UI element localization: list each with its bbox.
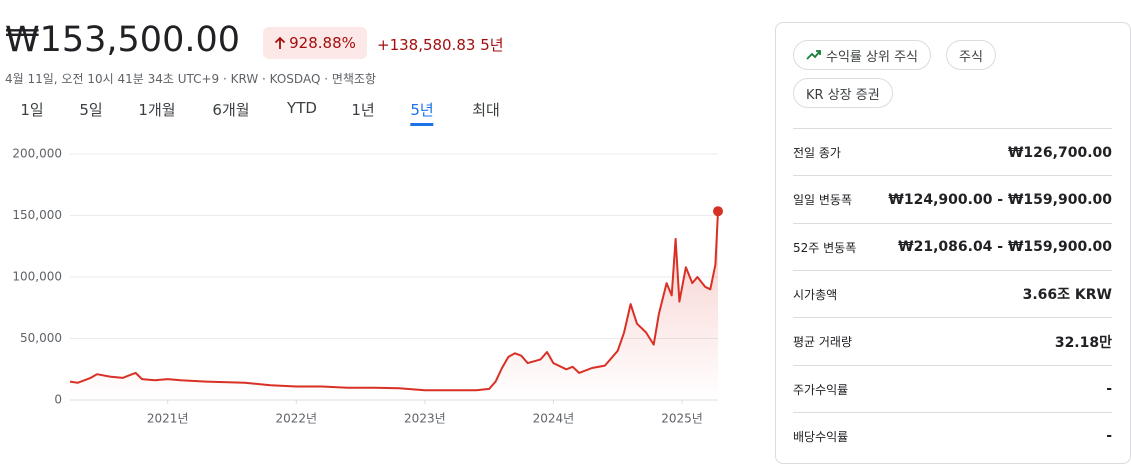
price: ₩153,500.00 — [5, 20, 241, 60]
chip-label: 수익률 상위 주식 — [826, 49, 918, 65]
meta: 4월 11일, 오전 10시 41분 34초 UTC+9 · KRW · KOS… — [5, 72, 376, 86]
change-badge: 928.88% — [263, 27, 367, 59]
y-tick-label: 150,000 — [12, 208, 62, 222]
chip-label: KR 상장 증권 — [806, 87, 880, 103]
change-percent: 928.88% — [289, 34, 356, 52]
page: ₩153,500.00 928.88% +138,580.83 5년 4월 11… — [5, 20, 1131, 464]
period: 5년 — [480, 36, 504, 54]
x-tick-label: 2024년 — [533, 412, 575, 426]
stat-row: 배당수익률 - — [793, 411, 1112, 460]
chip[interactable]: 주식 — [946, 40, 996, 70]
time-range-tab[interactable]: 1년 — [351, 101, 375, 119]
stat-value: - — [1106, 381, 1112, 397]
chip[interactable]: KR 상장 증권 — [793, 78, 893, 108]
last-point — [713, 206, 723, 217]
x-tick-label: 2025년 — [661, 412, 703, 426]
stat-label: 시가총액 — [793, 287, 838, 302]
chart: 0 50,000 100,000 150,000 200,000 2021년 2022년 20… — [12, 147, 723, 426]
stat-row: 주가수익률 - — [793, 364, 1112, 413]
stat-value: ₩21,086.04 - ₩159,900.00 — [898, 239, 1112, 256]
y-tick-label: 50,000 — [20, 331, 62, 345]
time-range-tab[interactable]: 최대 — [472, 101, 500, 119]
stat-value: 32.18만 — [1054, 334, 1112, 351]
stat-value: ₩126,700.00 — [1007, 144, 1112, 161]
time-range-tab[interactable]: YTD — [287, 99, 317, 117]
y-tick-label: 0 — [54, 393, 62, 407]
up-arrow — [274, 36, 286, 49]
chip[interactable]: 수익률 상위 주식 — [793, 40, 931, 70]
stat-label: 평균 거래량 — [793, 335, 853, 350]
area — [70, 211, 718, 400]
chip-label: 주식 — [959, 49, 983, 65]
stat-row: 일일 변동폭 ₩124,900.00 - ₩159,900.00 — [793, 175, 1112, 223]
time-range-tab[interactable]: 6개월 — [212, 101, 250, 119]
change: +138,580.83 5년 — [377, 34, 504, 55]
stat-label: 전일 종가 — [793, 146, 841, 160]
time-range-tab[interactable]: 5일 — [79, 101, 103, 119]
time-range-tab[interactable]: 1일 — [20, 101, 44, 119]
time-range-tab[interactable]: 5년 — [410, 99, 434, 126]
stat-label: 배당수익률 — [793, 429, 849, 444]
stat-label: 일일 변동폭 — [793, 193, 853, 208]
y-tick-label: 200,000 — [12, 147, 62, 161]
x-tick-label: 2021년 — [147, 412, 189, 426]
line — [69, 211, 719, 392]
x-tick-label: 2023년 — [404, 412, 446, 426]
stat-label: 52주 변동폭 — [793, 240, 857, 255]
stat-label: 주가수익률 — [793, 382, 849, 397]
stat-row: 전일 종가 ₩126,700.00 — [793, 128, 1112, 176]
stat-value: - — [1106, 428, 1112, 445]
stat-value: ₩124,900.00 - ₩159,900.00 — [888, 191, 1112, 208]
y-tick-label: 100,000 — [12, 270, 62, 284]
trend-icon — [806, 50, 821, 60]
stat-value: 3.66조 KRW — [1022, 287, 1112, 304]
stat-row: 시가총액 3.66조 KRW — [793, 269, 1112, 318]
stat-row: 52주 변동폭 ₩21,086.04 - ₩159,900.00 — [793, 222, 1112, 271]
x-tick-label: 2022년 — [275, 412, 317, 426]
stat-row: 평균 거래량 32.18만 — [793, 317, 1112, 365]
time-range-tab[interactable]: 1개월 — [138, 101, 176, 119]
change-amount: +138,580.83 — [377, 36, 476, 54]
